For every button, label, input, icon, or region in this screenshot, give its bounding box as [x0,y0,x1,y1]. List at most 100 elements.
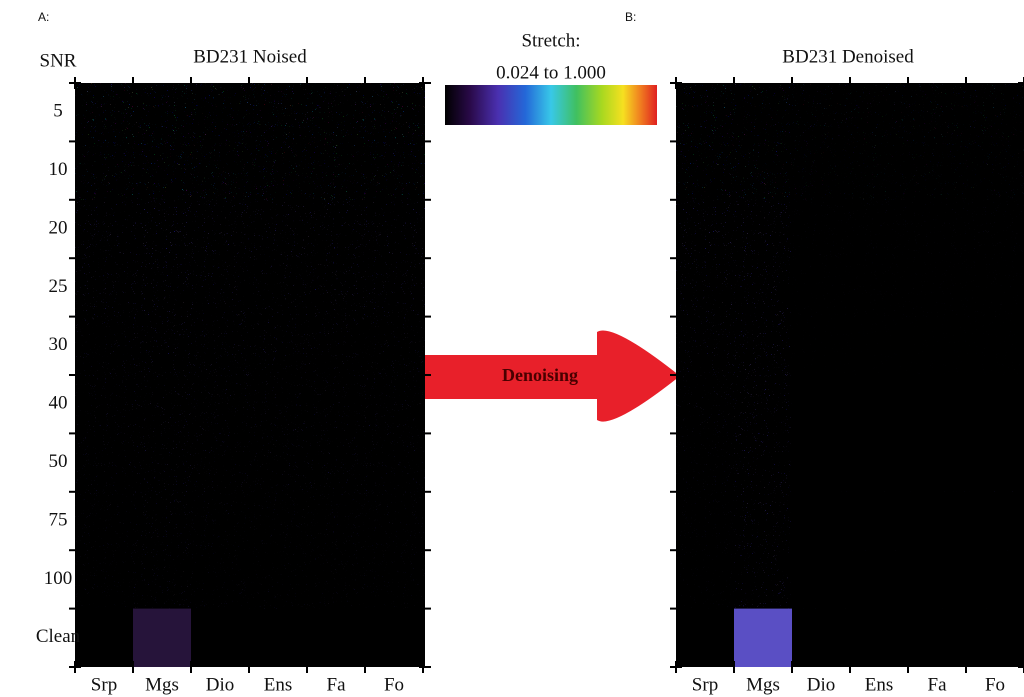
cell-shade [966,141,1024,200]
cell-shade [850,316,908,375]
cell-shade [307,491,365,551]
column-label: Dio [206,674,235,695]
cell-shade [792,491,850,551]
cell-shade [191,141,249,200]
cell-shade [249,491,307,551]
cell-shade [792,433,850,492]
cell [191,608,249,667]
cell-shade [676,316,734,375]
colorbar-range: 0.024 to 1.000 [496,62,606,83]
row-label: 75 [49,509,68,530]
cell-shade [734,433,792,492]
cell-shade [249,141,307,200]
cell-shade [676,199,734,259]
cell-shade [191,433,249,492]
cell-shade [249,375,307,434]
cell-shade [133,258,191,317]
cell-shade [792,199,850,259]
cell-shade [133,433,191,492]
column-label: Ens [264,674,293,695]
row-label: 20 [49,217,68,238]
row-label: 100 [44,568,73,589]
cell-shade [365,375,425,434]
column-label: Ens [865,674,894,695]
cell-shade [75,258,133,317]
cell-shade [850,83,908,142]
cell-shade [307,141,365,200]
cell [734,608,792,667]
cell [676,608,734,667]
cell [249,608,307,667]
cell-shade [792,258,850,317]
cell-shade [307,433,365,492]
cell-shade [966,199,1024,259]
column-label: Fa [928,674,948,695]
cell-shade [676,433,734,492]
cell-shade [191,258,249,317]
cell-shade [75,550,133,609]
panel-label: B: [625,10,636,24]
cell-shade [365,316,425,375]
cell [966,608,1024,667]
cell-shade [133,199,191,259]
cell-shade [966,550,1024,609]
cell-shade [734,83,792,142]
panel-title: BD231 Noised [193,46,307,67]
cell [307,608,365,667]
row-label: 5 [53,101,63,122]
cell-shade [734,199,792,259]
cell-shade [734,491,792,551]
cell-shade [908,316,966,375]
column-label: Fa [327,674,347,695]
cell-shade [365,433,425,492]
cell-shade [75,141,133,200]
cell-shade [676,141,734,200]
cell-shade [307,375,365,434]
cell-shade [792,550,850,609]
cell-shade [191,550,249,609]
cell-shade [734,316,792,375]
cell-shade [966,491,1024,551]
colorbar-title: Stretch: [521,30,580,51]
cell-shade [307,258,365,317]
cell-shade [908,83,966,142]
row-label: 50 [49,451,68,472]
cell-shade [676,375,734,434]
cell-shade [365,258,425,317]
cell-shade [966,83,1024,142]
panel-label: A: [38,10,49,24]
cell [75,608,133,667]
cell-shade [191,316,249,375]
cell-shade [365,550,425,609]
cell-shade [792,316,850,375]
cell-shade [75,491,133,551]
row-label: Clean [36,626,81,647]
cell-shade [307,550,365,609]
cell-shade [850,550,908,609]
panel-a [75,83,425,667]
cell-shade [676,550,734,609]
noise [75,83,425,200]
row-axis-title: SNR [40,50,77,71]
cell-shade [133,316,191,375]
cell-shade [249,199,307,259]
cell-shade [191,199,249,259]
cell-shade [676,258,734,317]
row-label: 30 [49,334,68,355]
cell [792,608,850,667]
cell-shade [908,433,966,492]
cell-shade [75,316,133,375]
cell-shade [249,550,307,609]
cell-shade [966,433,1024,492]
cell-shade [133,491,191,551]
cell-shade [850,258,908,317]
column-label: Fo [985,674,1005,695]
column-label: Srp [692,674,718,695]
cell-shade [676,491,734,551]
cell-shade [908,375,966,434]
cell-shade [734,550,792,609]
cell [133,608,191,667]
cell-shade [792,375,850,434]
cell-shade [365,491,425,551]
